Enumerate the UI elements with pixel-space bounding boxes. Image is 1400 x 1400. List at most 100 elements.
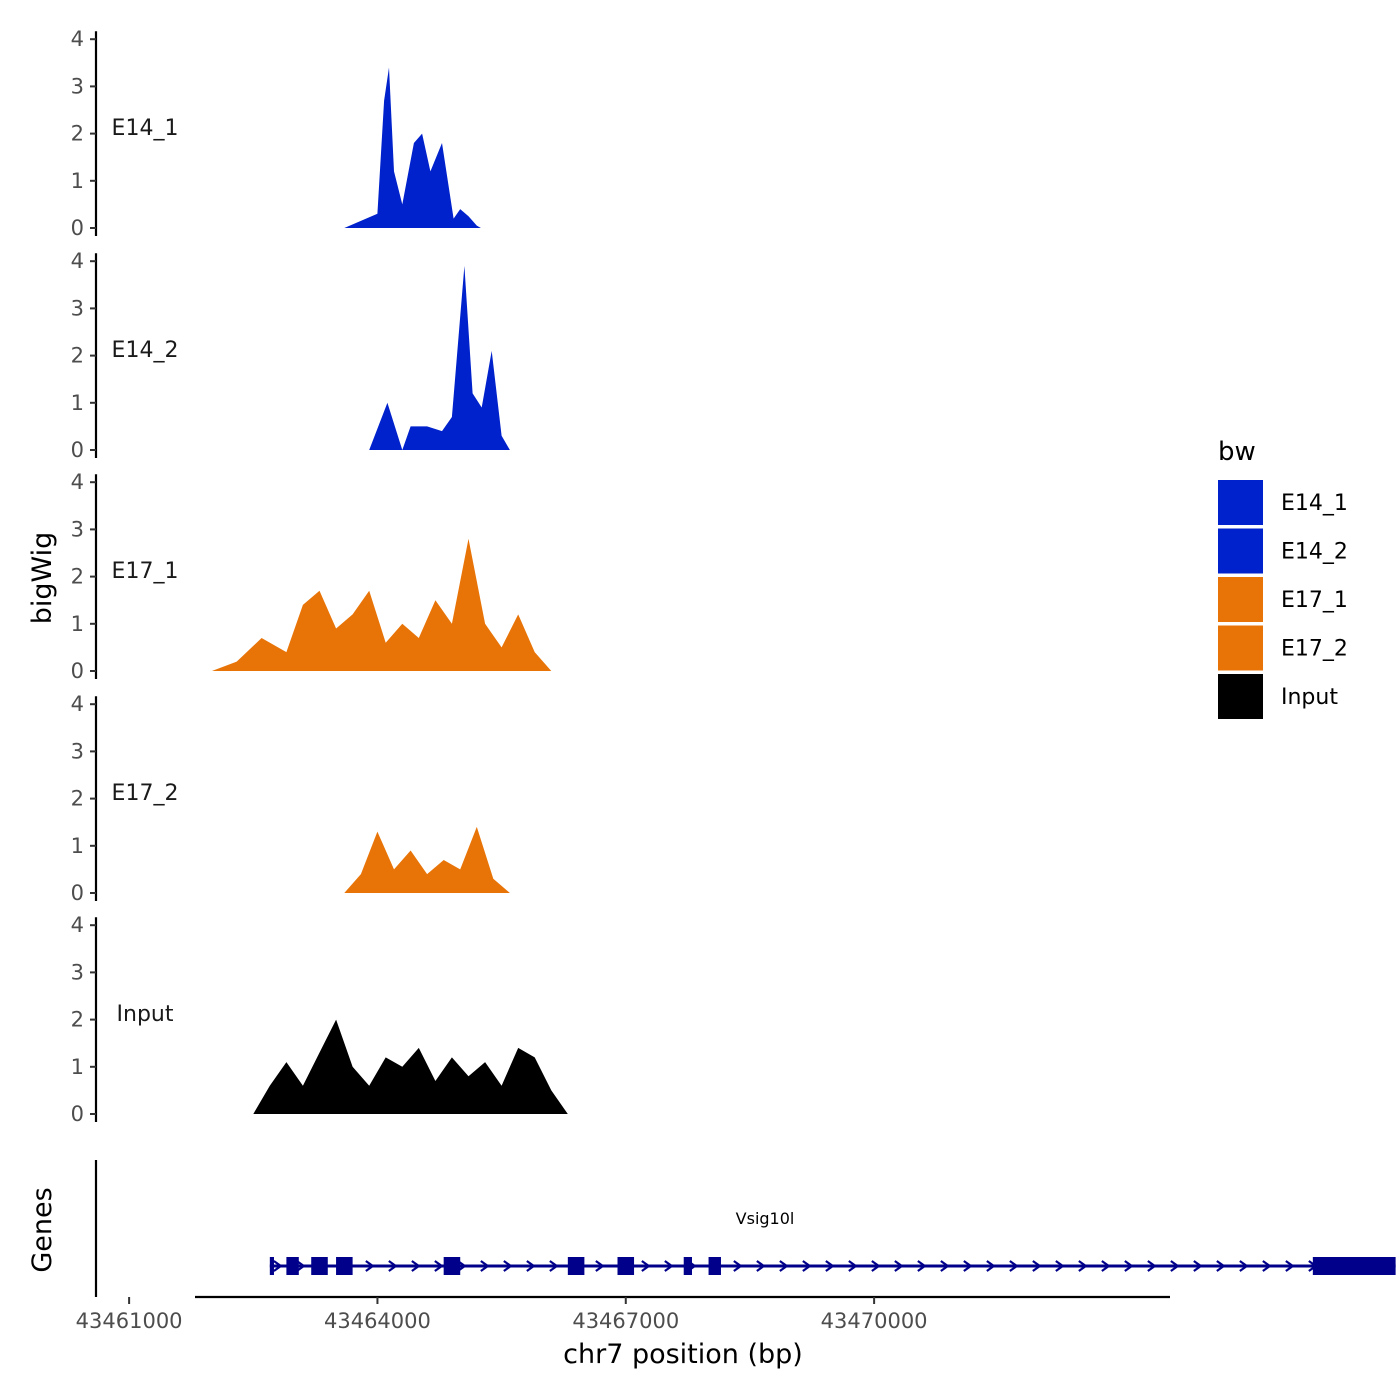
track-label-E17_2: E17_2 [112,781,179,806]
legend-label-Input: Input [1281,685,1338,710]
strand-arrow [825,1260,835,1272]
strand-arrow [1193,1260,1203,1272]
legend-label-E14_1: E14_1 [1281,491,1348,516]
y-tick-label: 3 [71,739,84,763]
legend-swatch-Input [1218,674,1263,719]
y-tick-label: 0 [71,659,84,683]
track-E17_2: 0 1 2 3 4 E17_2 [71,692,510,905]
strand-arrow [365,1260,375,1272]
legend-swatch-E17_1 [1218,577,1263,622]
track-E14_2: 0 1 2 3 4 E14_2 [71,249,510,462]
y-tick-label: 0 [71,1102,84,1126]
strand-arrow [1216,1260,1226,1272]
track-E14_1: 0 1 2 3 4 E14_1 [71,27,481,240]
y-tick-label: 0 [71,881,84,905]
y-tick-label: 2 [71,1008,84,1032]
track-label-E14_2: E14_2 [112,338,179,363]
y-tick-label: 1 [71,612,84,636]
gene-name-label: Vsig10l [736,1209,795,1228]
strand-arrow [1009,1260,1019,1272]
legend-swatch-E14_2 [1218,528,1263,574]
x-tick-label: 43464000 [324,1309,431,1333]
y-tick-label: 1 [71,169,84,193]
exon-block [286,1257,299,1275]
y-tick-label: 3 [71,74,84,98]
strand-arrow [1147,1260,1157,1272]
x-axis-title: chr7 position (bp) [563,1339,803,1370]
exon-block [567,1257,585,1275]
y-tick-label: 4 [71,470,84,494]
x-tick-label: 43461000 [76,1309,183,1333]
strand-arrow [802,1260,812,1272]
y-tick-label: 1 [71,391,84,415]
y-tick-label: 4 [71,27,84,51]
strand-arrow [1239,1260,1249,1272]
tracks-group: 0 1 2 3 4 E14_1 0 1 2 3 4 E14_2 0 1 2 3 4 E17_1 0 1 2 3 4 E17_2… [71,27,568,1126]
area-Input [253,1019,568,1114]
strand-arrow [480,1260,490,1272]
strand-arrow [388,1260,398,1272]
strand-arrow [871,1260,881,1272]
y-axis-title: bigWig [27,532,58,625]
strand-arrow [756,1260,766,1272]
y-tick-label: 4 [71,249,84,273]
y-tick-label: 2 [71,787,84,811]
strand-arrow [1285,1260,1295,1272]
strand-arrow [986,1260,996,1272]
strand-arrow [940,1260,950,1272]
y-tick-label: 2 [71,565,84,589]
exon-block [683,1257,692,1275]
gene-track-title: Genes [27,1187,58,1272]
strand-arrow [1170,1260,1180,1272]
strand-arrow [917,1260,927,1272]
area-E17_1 [211,538,552,671]
legend-label-E14_2: E14_2 [1281,540,1348,565]
strand-arrow [1262,1260,1272,1272]
y-tick-label: 1 [71,1055,84,1079]
gene-track-group: Vsig10l [94,1160,1396,1297]
exon-block [617,1257,635,1275]
x-axis: 43461000 43464000 43467000 43470000 [76,1295,1170,1333]
strand-arrow [1101,1260,1111,1272]
track-label-Input: Input [117,1002,174,1027]
legend-swatch-E14_1 [1218,480,1263,525]
strand-arrow [526,1260,536,1272]
legend-label-E17_1: E17_1 [1281,588,1348,613]
track-label-E17_1: E17_1 [112,559,179,584]
y-tick-label: 3 [71,296,84,320]
legend-label-E17_2: E17_2 [1281,637,1348,662]
strand-arrow [1124,1260,1134,1272]
track-E17_1: 0 1 2 3 4 E17_1 [71,470,552,683]
area-E17_2 [344,826,510,893]
exon-block [1312,1257,1396,1275]
legend-swatch-E17_2 [1218,625,1263,671]
exon-block [708,1257,721,1275]
exon-block [443,1257,461,1275]
strand-arrow [1078,1260,1088,1272]
x-tick-label: 43467000 [572,1309,679,1333]
y-tick-label: 0 [71,438,84,462]
area-E14_2 [369,265,510,450]
strand-arrow [296,1260,306,1272]
y-tick-label: 4 [71,692,84,716]
exon-block [311,1257,328,1275]
strand-arrow [1032,1260,1042,1272]
strand-arrow [963,1260,973,1272]
legend: bw E14_1 E14_2 E17_1 E17_2 Input [1218,437,1348,719]
y-tick-label: 2 [71,344,84,368]
y-tick-label: 3 [71,960,84,984]
strand-arrow [503,1260,513,1272]
legend-title: bw [1218,437,1256,467]
y-tick-label: 4 [71,913,84,937]
strand-arrow [848,1260,858,1272]
strand-arrow [641,1260,651,1272]
strand-arrow [434,1260,444,1272]
strand-arrow [595,1260,605,1272]
y-tick-label: 2 [71,122,84,146]
y-tick-label: 3 [71,517,84,541]
strand-arrow [549,1260,559,1272]
strand-arrow [411,1260,421,1272]
exon-block [336,1257,353,1275]
track-Input: 0 1 2 3 4 Input [71,913,568,1126]
